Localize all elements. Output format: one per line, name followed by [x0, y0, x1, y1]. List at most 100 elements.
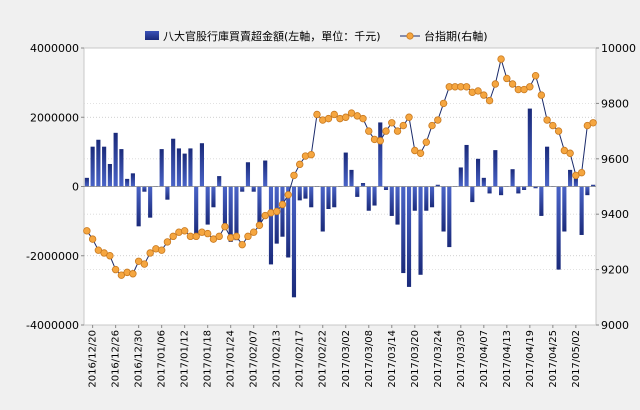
bar — [320, 186, 325, 232]
line-point — [434, 116, 442, 124]
bar — [119, 149, 124, 187]
bar — [240, 186, 245, 192]
left-tick-label: -2000000 — [26, 250, 79, 263]
bar — [429, 186, 435, 208]
line-point — [347, 109, 356, 117]
line-point — [244, 232, 252, 241]
line-point — [589, 119, 597, 127]
bar — [573, 177, 578, 187]
right-tick-label: 10000 — [601, 42, 636, 55]
bar — [372, 186, 377, 206]
x-tick-label: 2017/01/06 — [157, 330, 168, 388]
x-tick-label: 2017/03/24 — [433, 330, 444, 388]
bar — [222, 186, 228, 230]
bar — [257, 186, 262, 225]
bar — [245, 162, 251, 187]
legend-marker-swatch — [406, 32, 414, 40]
bar — [487, 186, 492, 194]
bar — [286, 186, 291, 258]
x-tick-label: 2016/12/20 — [88, 330, 99, 388]
bar — [96, 139, 101, 187]
line-point — [497, 55, 505, 63]
left-tick-label: -4000000 — [26, 319, 79, 332]
line-point — [296, 160, 304, 169]
line-point — [439, 99, 448, 108]
line-point — [388, 119, 396, 127]
bar — [182, 153, 187, 187]
bar — [332, 186, 337, 208]
x-tick-label: 2017/05/02 — [571, 330, 582, 388]
x-tick-label: 2017/03/30 — [456, 330, 467, 388]
line-point — [382, 127, 390, 135]
x-tick-label: 2017/02/17 — [295, 330, 306, 388]
bar — [510, 169, 515, 187]
bar — [562, 186, 567, 232]
line-point — [278, 200, 287, 209]
line-point — [554, 127, 563, 135]
bar — [142, 186, 147, 192]
bar — [389, 186, 394, 216]
bar — [130, 173, 135, 187]
bar — [378, 122, 383, 187]
bar — [539, 186, 544, 216]
line-point — [543, 116, 551, 124]
bar — [199, 143, 204, 187]
bar — [303, 186, 308, 199]
bar — [171, 138, 176, 187]
line-point — [215, 232, 223, 241]
line-point — [376, 137, 384, 145]
left-axis: -4000000 -2000000 0 2000000 4000000 — [26, 42, 84, 332]
bar — [263, 160, 268, 187]
line-point — [221, 222, 229, 231]
bar — [217, 176, 222, 187]
bar — [401, 186, 406, 274]
line-point — [503, 74, 511, 83]
line-point — [313, 110, 321, 119]
bar — [527, 108, 532, 187]
line-series — [83, 55, 597, 279]
bar — [343, 152, 348, 187]
bar — [406, 186, 412, 287]
bar — [165, 186, 170, 200]
bar — [418, 186, 423, 275]
line-point — [232, 232, 241, 241]
legend-line-label: 台指期(右軸) — [424, 29, 488, 43]
line-point — [146, 249, 154, 257]
line-point — [474, 87, 482, 95]
line-point — [307, 150, 315, 159]
bar — [228, 186, 233, 242]
line-point — [330, 110, 338, 119]
bar — [148, 186, 153, 218]
bar — [188, 148, 193, 187]
bar — [424, 186, 429, 211]
line-point — [290, 171, 298, 180]
line-point — [566, 149, 574, 157]
bar — [481, 177, 486, 187]
bar — [113, 132, 118, 187]
bar — [447, 186, 452, 248]
line-point — [531, 71, 540, 80]
bar — [102, 146, 107, 187]
bar — [84, 177, 89, 187]
line-point — [405, 113, 413, 121]
bar — [159, 149, 164, 187]
bar — [499, 186, 504, 196]
line-point — [537, 91, 546, 99]
x-axis: 2016/12/20 2016/12/26 2016/12/30 2017/01/06… — [88, 325, 582, 388]
line-point — [422, 138, 430, 146]
bar — [90, 146, 95, 187]
x-tick-label: 2017/04/25 — [548, 330, 559, 388]
bar — [360, 183, 366, 187]
bar — [280, 186, 285, 237]
bar — [412, 186, 417, 211]
x-tick-label: 2017/02/13 — [272, 330, 283, 388]
bar — [464, 144, 469, 187]
bar — [522, 186, 527, 190]
x-tick-label: 2017/02/07 — [249, 330, 260, 388]
bar — [568, 169, 573, 187]
line-point — [399, 121, 407, 130]
bar — [366, 186, 371, 211]
x-tick-label: 2017/03/14 — [387, 330, 398, 388]
x-tick-label: 2017/01/18 — [203, 330, 214, 388]
